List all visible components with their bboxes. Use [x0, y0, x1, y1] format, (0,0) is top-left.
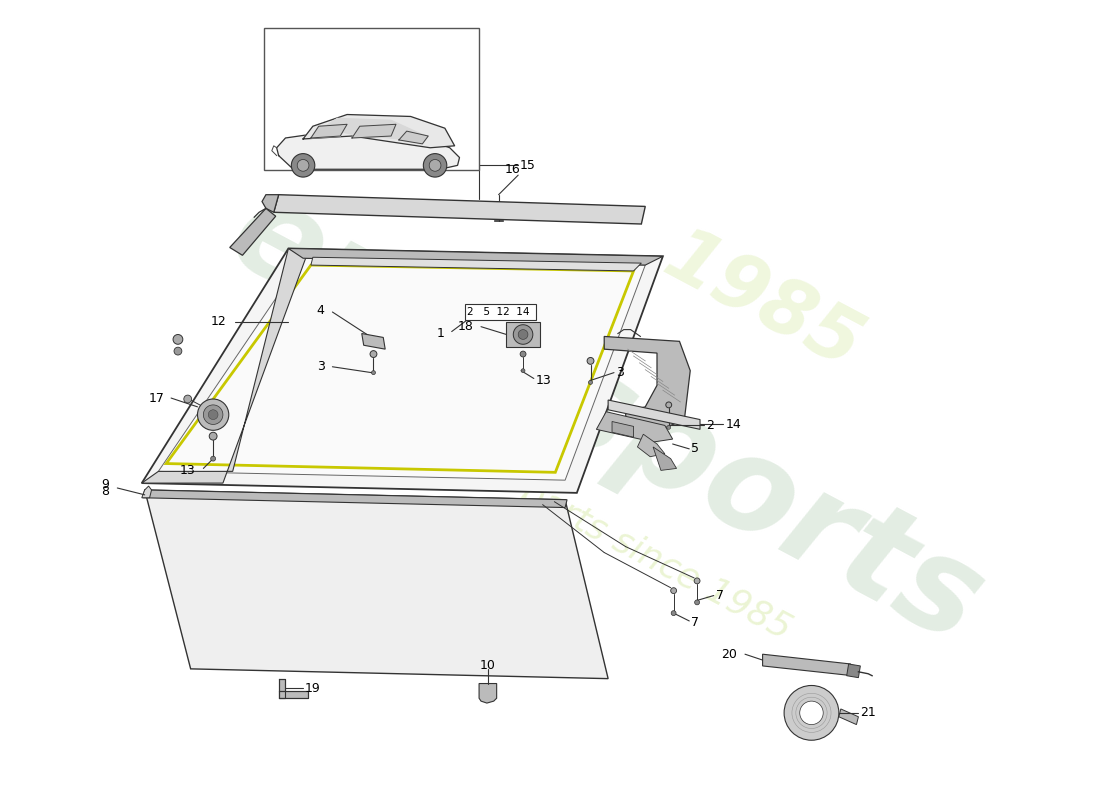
Text: 13: 13: [179, 464, 196, 477]
Text: 10: 10: [480, 659, 496, 673]
Text: 7: 7: [716, 589, 724, 602]
Text: 1: 1: [437, 327, 444, 340]
Polygon shape: [311, 124, 348, 138]
Circle shape: [520, 351, 526, 357]
Polygon shape: [847, 664, 860, 678]
Circle shape: [800, 701, 823, 725]
Circle shape: [588, 381, 593, 384]
Polygon shape: [638, 434, 664, 457]
Text: 18: 18: [458, 320, 473, 333]
Text: 7: 7: [691, 617, 700, 630]
Text: eurOsports: eurOsports: [209, 168, 1003, 671]
Text: 20: 20: [722, 648, 737, 661]
Text: 8: 8: [101, 486, 110, 498]
Circle shape: [514, 325, 532, 344]
Bar: [264, 29, 480, 170]
Polygon shape: [277, 134, 460, 170]
Text: 15: 15: [520, 159, 536, 172]
Circle shape: [666, 402, 672, 408]
Polygon shape: [142, 249, 306, 483]
Text: 14: 14: [725, 418, 741, 431]
Circle shape: [211, 456, 216, 461]
Circle shape: [198, 399, 229, 430]
Polygon shape: [304, 114, 454, 148]
Circle shape: [587, 358, 594, 364]
Polygon shape: [762, 654, 852, 676]
Polygon shape: [311, 258, 641, 271]
Polygon shape: [653, 447, 676, 470]
Polygon shape: [274, 194, 646, 224]
Polygon shape: [278, 691, 308, 698]
Polygon shape: [604, 337, 690, 431]
Circle shape: [424, 154, 447, 177]
Circle shape: [370, 350, 377, 358]
Text: 19: 19: [305, 682, 321, 695]
Text: 17: 17: [148, 391, 164, 405]
Circle shape: [667, 426, 671, 430]
Text: 5: 5: [691, 442, 700, 455]
Circle shape: [174, 347, 182, 355]
Text: 3: 3: [317, 360, 324, 374]
Polygon shape: [612, 422, 634, 437]
Circle shape: [208, 410, 218, 419]
Text: 16: 16: [505, 162, 520, 176]
Circle shape: [209, 432, 217, 440]
Polygon shape: [399, 131, 428, 144]
Circle shape: [694, 600, 700, 605]
Polygon shape: [608, 400, 700, 430]
Polygon shape: [288, 249, 663, 265]
Circle shape: [292, 154, 315, 177]
Circle shape: [204, 405, 223, 425]
Circle shape: [671, 588, 676, 594]
Polygon shape: [230, 208, 276, 255]
Polygon shape: [352, 124, 396, 138]
Text: 2   5  12  14: 2 5 12 14: [468, 307, 530, 317]
Polygon shape: [262, 194, 278, 212]
Polygon shape: [142, 249, 663, 493]
Polygon shape: [480, 683, 497, 703]
Polygon shape: [142, 486, 152, 498]
Polygon shape: [362, 334, 385, 349]
Circle shape: [518, 330, 528, 339]
Polygon shape: [596, 412, 672, 442]
Text: 1985: 1985: [651, 220, 873, 385]
Bar: [465, 304, 536, 320]
Circle shape: [184, 395, 191, 403]
Text: 9: 9: [101, 478, 110, 490]
Circle shape: [429, 159, 441, 171]
Circle shape: [173, 334, 183, 344]
Text: a passion for parts since 1985: a passion for parts since 1985: [298, 359, 796, 646]
Polygon shape: [322, 118, 426, 140]
Text: 13: 13: [536, 374, 551, 387]
Text: 2: 2: [706, 419, 714, 432]
Circle shape: [372, 370, 375, 374]
Polygon shape: [143, 490, 568, 507]
Circle shape: [521, 369, 525, 373]
Circle shape: [297, 159, 309, 171]
Text: 4: 4: [317, 303, 324, 317]
Text: 12: 12: [211, 315, 227, 328]
Circle shape: [694, 578, 700, 584]
Polygon shape: [158, 258, 646, 480]
Text: 21: 21: [860, 706, 876, 719]
Text: 3: 3: [616, 366, 624, 379]
Bar: [506, 322, 540, 347]
Polygon shape: [145, 490, 608, 678]
Circle shape: [784, 686, 839, 740]
Circle shape: [671, 610, 676, 615]
Polygon shape: [839, 709, 858, 725]
Polygon shape: [278, 678, 286, 698]
